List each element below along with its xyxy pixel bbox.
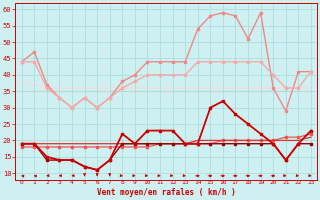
X-axis label: Vent moyen/en rafales ( km/h ): Vent moyen/en rafales ( km/h ) [97, 188, 236, 197]
